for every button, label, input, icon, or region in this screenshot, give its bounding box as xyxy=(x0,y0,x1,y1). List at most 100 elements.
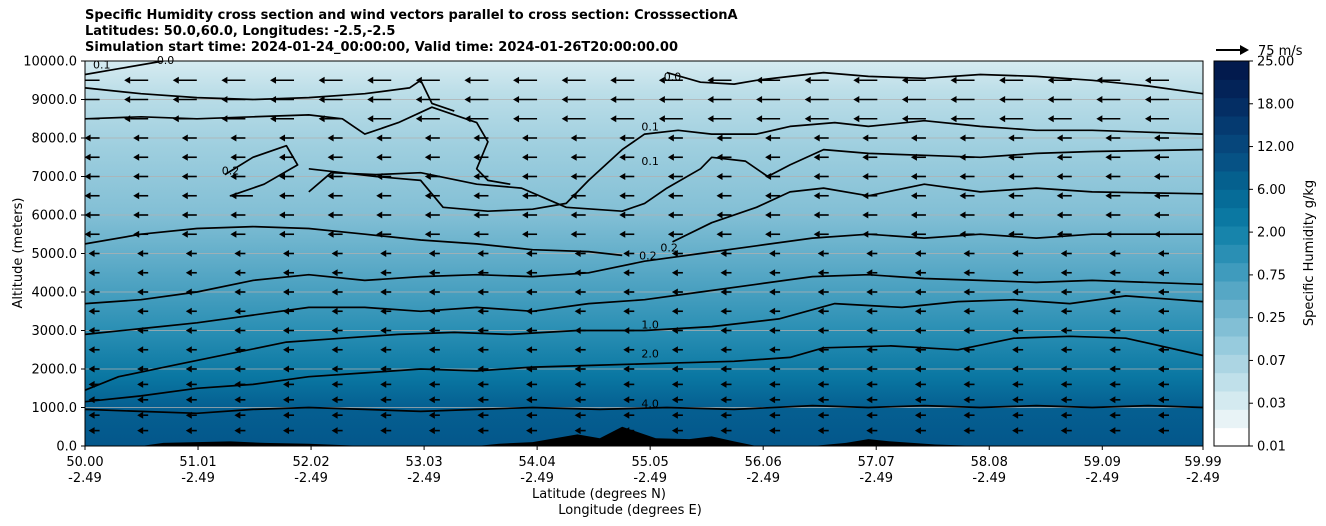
wind-vector-343 xyxy=(1105,173,1121,180)
wind-vector-453 xyxy=(853,76,878,84)
colorbar-segment-3 xyxy=(1214,372,1249,392)
wind-vector-132 xyxy=(914,346,926,354)
wind-vector-10 xyxy=(574,427,586,435)
x-tick-lat-10: 59.99 xyxy=(1184,455,1221,470)
colorbar-segment-0 xyxy=(1214,427,1249,447)
wind-vector-358 xyxy=(716,153,732,161)
wind-vector-239 xyxy=(526,250,538,257)
wind-vector-38 xyxy=(817,411,829,419)
contour-line-1 xyxy=(85,335,1203,403)
wind-vector-144 xyxy=(380,327,392,334)
wind-vector-190 xyxy=(380,288,392,296)
wind-vector-70 xyxy=(137,380,149,388)
wind-vector-213 xyxy=(380,269,392,277)
wind-vector-322 xyxy=(85,173,100,180)
wind-vector-390 xyxy=(1153,134,1169,142)
wind-vector-5 xyxy=(331,427,343,435)
wind-vector-243 xyxy=(720,250,732,257)
wind-vector-69 xyxy=(88,380,100,388)
wind-vector-394 xyxy=(221,115,246,123)
wind-vector-3 xyxy=(234,427,246,435)
wind-vector-35 xyxy=(671,411,683,419)
wind-vector-175 xyxy=(769,307,781,315)
wind-vector-58 xyxy=(671,396,683,404)
wind-vector-412 xyxy=(1096,115,1121,123)
wind-vector-446 xyxy=(513,76,538,84)
wind-vector-96 xyxy=(283,365,295,373)
wind-vector-62 xyxy=(866,396,878,404)
wind-vector-83 xyxy=(769,380,781,388)
wind-vector-216 xyxy=(526,269,538,277)
wind-vector-283 xyxy=(424,211,440,219)
colorbar-segment-1 xyxy=(1214,409,1249,429)
wind-vector-42 xyxy=(1012,411,1024,419)
wind-vector-340 xyxy=(959,173,975,180)
wind-vector-386 xyxy=(959,134,975,142)
wind-vector-296 xyxy=(1056,211,1072,219)
colorbar-segment-19 xyxy=(1214,79,1249,99)
wind-vector-331 xyxy=(522,173,538,180)
wind-vector-212 xyxy=(331,269,343,277)
wind-vector-418 xyxy=(270,96,295,103)
wind-vector-140 xyxy=(185,327,197,334)
wind-vector-90 xyxy=(1109,380,1121,388)
wind-vector-173 xyxy=(671,307,683,315)
wind-vector-376 xyxy=(473,134,489,142)
wind-vector-237 xyxy=(428,250,440,257)
wind-vector-254 xyxy=(133,230,149,238)
wind-vector-106 xyxy=(769,365,781,373)
contour-line-12 xyxy=(666,71,1203,95)
wind-vector-139 xyxy=(137,327,149,334)
contour-label-0: 0.1 xyxy=(93,59,111,72)
wind-vector-181 xyxy=(1060,307,1072,315)
wind-vector-338 xyxy=(862,173,878,180)
wind-vector-128 xyxy=(720,346,732,354)
wind-vector-427 xyxy=(707,96,732,103)
wind-vector-147 xyxy=(526,327,538,334)
wind-vector-170 xyxy=(526,307,538,315)
wind-vector-441 xyxy=(270,76,295,84)
wind-vector-127 xyxy=(671,346,683,354)
wind-vector-25 xyxy=(185,411,197,419)
colorbar-tick-label-6: 6.00 xyxy=(1257,183,1286,198)
wind-vector-82 xyxy=(720,380,732,388)
wind-vector-303 xyxy=(279,192,295,200)
wind-vector-255 xyxy=(181,230,197,238)
wind-vector-133 xyxy=(963,346,975,354)
wind-vector-445 xyxy=(464,76,489,84)
wind-vector-298 xyxy=(1153,211,1169,219)
wind-vector-56 xyxy=(574,396,586,404)
wind-vector-23 xyxy=(88,411,100,419)
contour-label-5: 0.2 xyxy=(222,165,240,178)
wind-vector-155 xyxy=(914,327,926,334)
wind-vector-75 xyxy=(380,380,392,388)
wind-vector-432 xyxy=(950,96,975,103)
wind-vector-137 xyxy=(1157,346,1169,354)
wind-vector-145 xyxy=(428,327,440,334)
wind-vector-1 xyxy=(137,427,149,435)
x-tick-lat-6: 56.06 xyxy=(745,455,782,470)
wind-vector-268 xyxy=(813,230,829,238)
wind-vector-208 xyxy=(137,269,149,277)
wind-vector-326 xyxy=(279,173,295,180)
wind-vector-450 xyxy=(707,76,732,84)
wind-vector-292 xyxy=(862,211,878,219)
wind-vector-77 xyxy=(477,380,489,388)
wind-vector-168 xyxy=(428,307,440,315)
wind-vector-210 xyxy=(234,269,246,277)
wind-vector-138 xyxy=(88,327,100,334)
wind-vector-252 xyxy=(1157,250,1169,257)
wind-vector-241 xyxy=(623,250,635,257)
wind-vector-22 xyxy=(1157,427,1169,435)
wind-vector-146 xyxy=(477,327,489,334)
wind-vector-124 xyxy=(526,346,538,354)
wind-vector-0 xyxy=(88,427,100,435)
wind-vector-160 xyxy=(1157,327,1169,334)
wind-vector-28 xyxy=(331,411,343,419)
wind-vector-411 xyxy=(1047,115,1072,123)
wind-vector-324 xyxy=(181,173,197,180)
wind-vector-150 xyxy=(671,327,683,334)
wind-vector-119 xyxy=(283,346,295,354)
wind-vector-16 xyxy=(866,427,878,435)
